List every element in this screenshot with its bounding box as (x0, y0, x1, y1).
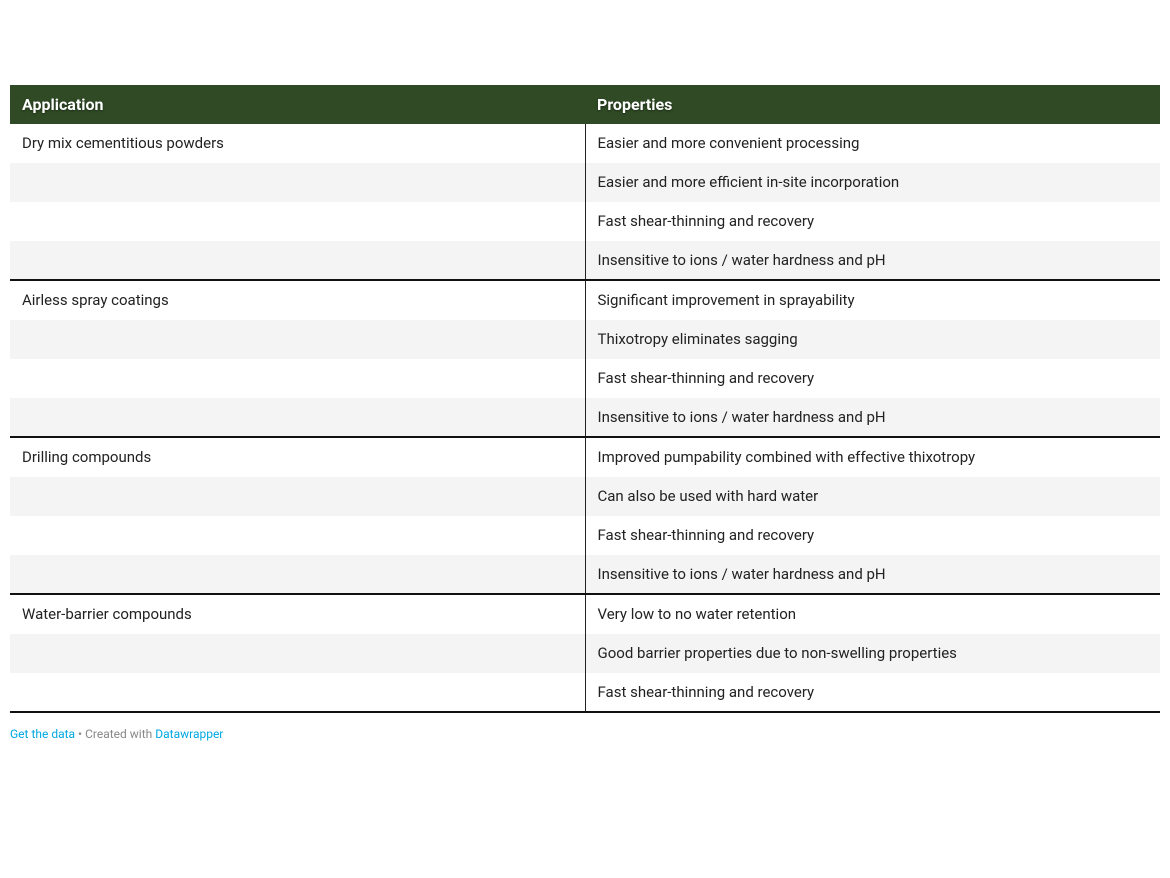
application-cell: Water-barrier compounds (10, 594, 585, 634)
application-cell (10, 241, 585, 281)
property-cell: Significant improvement in sprayability (585, 280, 1160, 320)
table-row: Fast shear-thinning and recovery (10, 359, 1160, 398)
col-header-properties: Properties (585, 85, 1160, 124)
table-row: Airless spray coatingsSignificant improv… (10, 280, 1160, 320)
application-cell (10, 555, 585, 595)
application-cell (10, 673, 585, 713)
application-cell (10, 320, 585, 359)
col-header-application: Application (10, 85, 585, 124)
table-row: Easier and more efficient in-site incorp… (10, 163, 1160, 202)
table-body: Dry mix cementitious powdersEasier and m… (10, 124, 1160, 712)
created-with-text: Created with (85, 727, 152, 741)
table-row: Water-barrier compoundsVery low to no wa… (10, 594, 1160, 634)
table-row: Fast shear-thinning and recovery (10, 202, 1160, 241)
property-cell: Insensitive to ions / water hardness and… (585, 398, 1160, 438)
table-row: Thixotropy eliminates sagging (10, 320, 1160, 359)
application-cell (10, 477, 585, 516)
table-footer: Get the data • Created with Datawrapper (10, 727, 1160, 741)
application-cell (10, 359, 585, 398)
table-row: Drilling compoundsImproved pumpability c… (10, 437, 1160, 477)
application-cell (10, 202, 585, 241)
property-cell: Insensitive to ions / water hardness and… (585, 241, 1160, 281)
property-cell: Good barrier properties due to non-swell… (585, 634, 1160, 673)
property-cell: Can also be used with hard water (585, 477, 1160, 516)
table-row: Insensitive to ions / water hardness and… (10, 398, 1160, 438)
application-cell (10, 163, 585, 202)
property-cell: Improved pumpability combined with effec… (585, 437, 1160, 477)
property-cell: Fast shear-thinning and recovery (585, 359, 1160, 398)
property-cell: Fast shear-thinning and recovery (585, 673, 1160, 713)
table-row: Insensitive to ions / water hardness and… (10, 555, 1160, 595)
table-row: Insensitive to ions / water hardness and… (10, 241, 1160, 281)
property-cell: Very low to no water retention (585, 594, 1160, 634)
property-cell: Easier and more efficient in-site incorp… (585, 163, 1160, 202)
application-cell (10, 516, 585, 555)
property-cell: Fast shear-thinning and recovery (585, 202, 1160, 241)
application-cell: Airless spray coatings (10, 280, 585, 320)
table-header-row: Application Properties (10, 85, 1160, 124)
applications-table: Application Properties Dry mix cementiti… (10, 85, 1160, 713)
property-cell: Fast shear-thinning and recovery (585, 516, 1160, 555)
table-row: Fast shear-thinning and recovery (10, 673, 1160, 713)
get-the-data-link[interactable]: Get the data (10, 727, 75, 741)
property-cell: Easier and more convenient processing (585, 124, 1160, 163)
application-cell (10, 634, 585, 673)
application-cell (10, 398, 585, 438)
application-cell: Drilling compounds (10, 437, 585, 477)
table-row: Dry mix cementitious powdersEasier and m… (10, 124, 1160, 163)
property-cell: Insensitive to ions / water hardness and… (585, 555, 1160, 595)
table-row: Can also be used with hard water (10, 477, 1160, 516)
property-cell: Thixotropy eliminates sagging (585, 320, 1160, 359)
table-row: Fast shear-thinning and recovery (10, 516, 1160, 555)
datawrapper-link[interactable]: Datawrapper (155, 727, 223, 741)
table-row: Good barrier properties due to non-swell… (10, 634, 1160, 673)
application-cell: Dry mix cementitious powders (10, 124, 585, 163)
